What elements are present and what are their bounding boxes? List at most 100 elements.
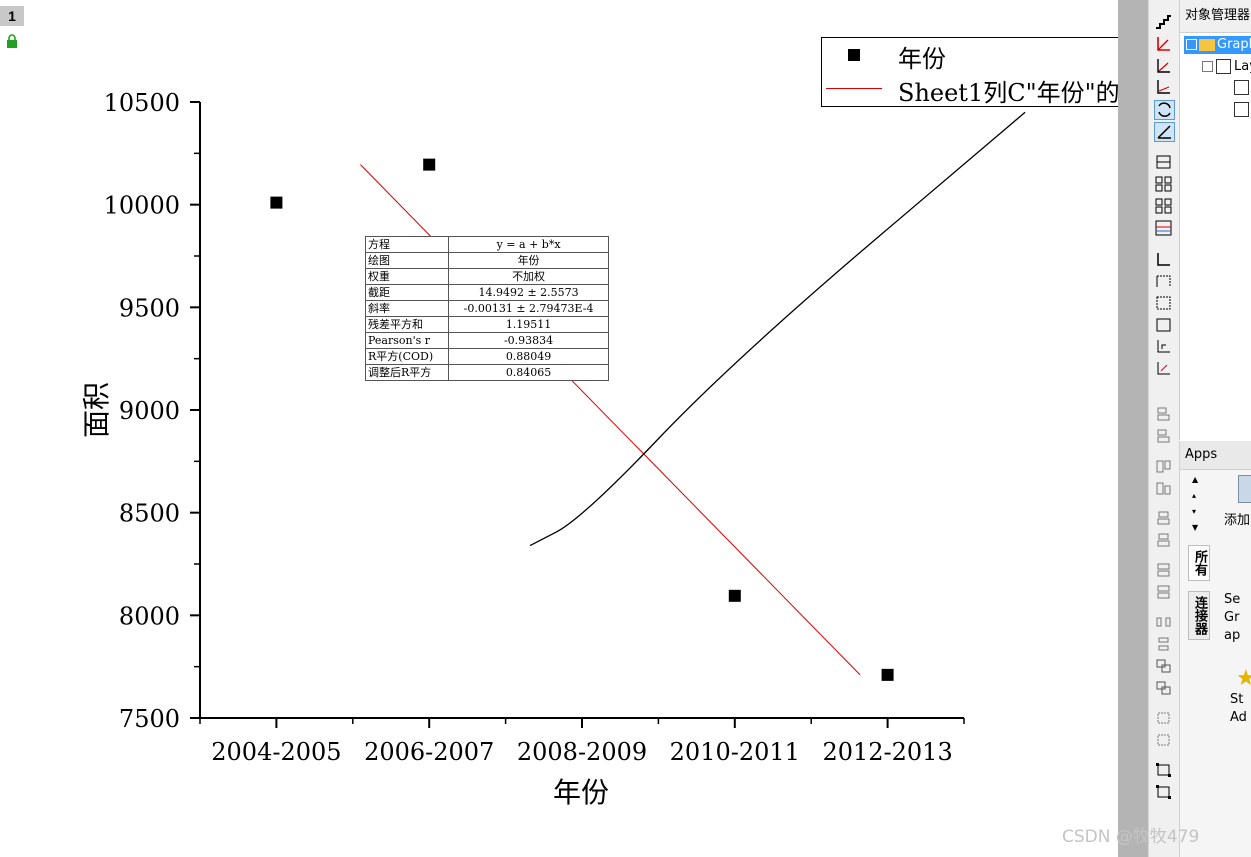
collapse-icon[interactable] bbox=[1186, 39, 1197, 50]
y-tick-label: 8000 bbox=[119, 602, 180, 630]
fit-value: 1.19511 bbox=[448, 316, 609, 333]
scroll-top-icon[interactable]: ▲ bbox=[1192, 475, 1199, 484]
frame-icon-3[interactable] bbox=[1154, 294, 1173, 312]
fit-results-table[interactable]: 方程 y = a + b*x 绘图 年份 权重 不加权 截距 14.9492 ± 2.5573… bbox=[364, 236, 609, 381]
x-tick-label: 2010-2011 bbox=[670, 738, 800, 766]
resize-icon-1[interactable] bbox=[1154, 761, 1173, 779]
legend-line-label: Sheet1列C"年份"的线 bbox=[898, 79, 1144, 107]
fit-key: Pearson's r bbox=[364, 332, 450, 349]
tab-connectors[interactable]: 连接器 bbox=[1188, 591, 1210, 640]
resize-icon-2[interactable] bbox=[1154, 783, 1173, 801]
object-manager-title: 对象管理器 bbox=[1180, 0, 1251, 33]
frame-icon-6[interactable] bbox=[1154, 359, 1173, 377]
fit-table-row: 斜率 -0.00131 ± 2.79473E-4 bbox=[364, 300, 609, 317]
apps-title: Apps bbox=[1180, 441, 1251, 470]
tree-label: Graph bbox=[1217, 37, 1251, 52]
x-tick-label: 2006-2007 bbox=[364, 738, 494, 766]
add-app-icon bbox=[1238, 475, 1251, 503]
folder-icon bbox=[1199, 38, 1215, 51]
tree-row-plot-2[interactable] bbox=[1234, 102, 1251, 120]
fit-value: -0.00131 ± 2.79473E-4 bbox=[448, 300, 609, 317]
fit-key: 截距 bbox=[364, 284, 450, 301]
fit-table-row: 调整后R平方 0.84065 bbox=[364, 364, 609, 381]
window-number-tab[interactable]: 1 bbox=[0, 6, 24, 26]
x-tick-label: 2012-2013 bbox=[822, 738, 952, 766]
frame-icon-5[interactable] bbox=[1154, 337, 1173, 355]
axis-icon[interactable] bbox=[1154, 57, 1173, 75]
collapse-icon[interactable] bbox=[1202, 61, 1213, 72]
legend-box[interactable]: 年份 Sheet1列C"年份"的线 bbox=[821, 37, 1153, 107]
frame-icon-4[interactable] bbox=[1154, 316, 1173, 334]
stairs-icon[interactable] bbox=[1154, 12, 1173, 30]
group-icon-2[interactable] bbox=[1154, 679, 1173, 697]
y-tick-label: 9000 bbox=[119, 397, 180, 425]
y-tick-label: 10000 bbox=[104, 192, 180, 220]
y-tick-label: 10500 bbox=[104, 89, 180, 117]
app-item-send-graph[interactable]: Se Grap bbox=[1224, 571, 1251, 651]
legend-line-marker bbox=[826, 88, 882, 89]
frame-icon-1[interactable] bbox=[1154, 250, 1173, 268]
align-icon-4[interactable] bbox=[1154, 479, 1173, 497]
data-point bbox=[728, 589, 741, 602]
fit-key: 绘图 bbox=[364, 252, 450, 269]
fit-key: R平方(COD) bbox=[364, 348, 450, 365]
data-point bbox=[881, 668, 894, 681]
select-icon-2[interactable] bbox=[1154, 731, 1173, 749]
color-layers-icon[interactable] bbox=[1154, 219, 1173, 237]
layer-icon[interactable] bbox=[1154, 153, 1173, 171]
fit-table-row: Pearson's r -0.93834 bbox=[364, 332, 609, 349]
legend-scatter-label: 年份 bbox=[898, 45, 946, 73]
graph-toolbar bbox=[1148, 0, 1179, 857]
distribute-icon-2[interactable] bbox=[1154, 635, 1173, 653]
fit-key: 斜率 bbox=[364, 300, 450, 317]
y-axis-label: 面积 bbox=[80, 382, 113, 438]
align-icon-6[interactable] bbox=[1154, 531, 1173, 549]
pen-icon[interactable] bbox=[1154, 122, 1175, 142]
axis-line-icon[interactable] bbox=[1154, 78, 1173, 96]
fit-key: 方程 bbox=[364, 236, 450, 253]
fit-key: 残差平方和 bbox=[364, 316, 450, 333]
checkbox-icon[interactable] bbox=[1216, 59, 1231, 74]
send-graph-icon bbox=[1242, 571, 1251, 591]
group-icon-1[interactable] bbox=[1154, 657, 1173, 675]
align-icon-5[interactable] bbox=[1154, 509, 1173, 527]
object-manager-panel: 对象管理器 Graph Layer bbox=[1179, 0, 1251, 440]
app-item-label: St Ad bbox=[1230, 692, 1247, 725]
star-icon: ★ bbox=[1236, 667, 1251, 691]
axis-red-icon[interactable] bbox=[1154, 35, 1173, 53]
scroll-up-icon[interactable]: ▴ bbox=[1192, 491, 1197, 500]
fit-value: 0.88049 bbox=[448, 348, 609, 365]
app-item-stats-advisor[interactable]: ★ St Ad bbox=[1224, 667, 1251, 747]
grid-2x2-icon[interactable] bbox=[1154, 175, 1173, 193]
x-axis-label: 年份 bbox=[553, 776, 609, 809]
tree-row-plot-1[interactable] bbox=[1234, 80, 1251, 98]
frame-icon-2[interactable] bbox=[1154, 272, 1173, 290]
align-icon-7[interactable] bbox=[1154, 561, 1173, 579]
swap-axes-icon[interactable] bbox=[1154, 100, 1175, 120]
tab-all[interactable]: 所有 bbox=[1188, 545, 1210, 581]
align-icon-3[interactable] bbox=[1154, 457, 1173, 475]
fit-value: y = a + b*x bbox=[448, 236, 609, 253]
fit-key: 权重 bbox=[364, 268, 450, 285]
distribute-icon-1[interactable] bbox=[1154, 613, 1173, 631]
checkbox-icon[interactable] bbox=[1234, 80, 1249, 95]
workspace-margin bbox=[1118, 0, 1148, 857]
scroll-down-icon[interactable]: ▾ bbox=[1192, 507, 1197, 516]
y-tick-label: 8500 bbox=[119, 500, 180, 528]
align-icon-8[interactable] bbox=[1154, 583, 1173, 601]
align-icon-2[interactable] bbox=[1154, 427, 1173, 445]
grid-layers-icon[interactable] bbox=[1154, 197, 1173, 215]
checkbox-icon[interactable] bbox=[1234, 102, 1249, 117]
fit-value: 年份 bbox=[448, 252, 609, 269]
tree-row-graph[interactable]: Graph bbox=[1184, 36, 1251, 54]
chart[interactable]: 7500 8000 8500 9000 9500 10000 10500 2004-2005… bbox=[0, 0, 1120, 857]
app-item-add[interactable]: 添加 bbox=[1224, 475, 1251, 535]
legend-scatter-marker bbox=[848, 49, 860, 61]
graph-window[interactable]: 1 7500 8000 8500 9000 9500 10000 10500 2004-20… bbox=[0, 0, 1153, 857]
y-tick-label: 7500 bbox=[119, 705, 180, 733]
fit-value: 0.84065 bbox=[448, 364, 609, 381]
align-icon-1[interactable] bbox=[1154, 405, 1173, 423]
tree-row-layer[interactable]: Layer bbox=[1202, 58, 1251, 76]
select-icon-1[interactable] bbox=[1154, 709, 1173, 727]
scroll-bottom-icon[interactable]: ▼ bbox=[1192, 523, 1199, 532]
